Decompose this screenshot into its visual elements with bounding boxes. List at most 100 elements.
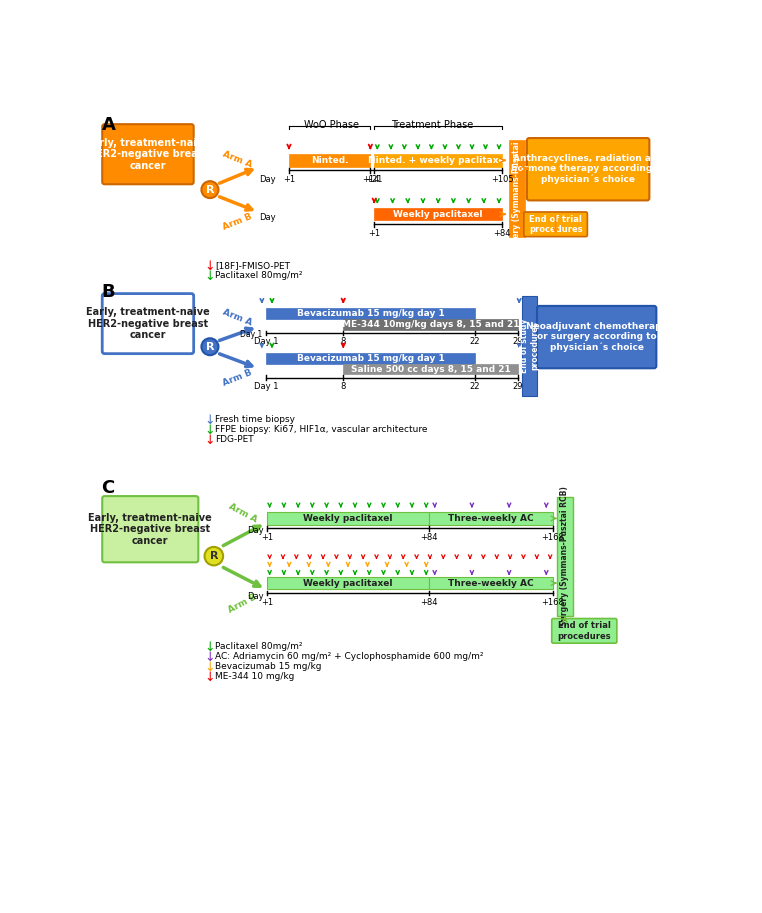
- Bar: [374, 208, 502, 220]
- Text: Treatment Phase: Treatment Phase: [391, 120, 473, 130]
- Text: Neoadjuvant chemotherapy
or surgery according to
physician´s choice: Neoadjuvant chemotherapy or surgery acco…: [526, 322, 668, 352]
- Text: +21: +21: [366, 175, 383, 184]
- Text: +84: +84: [493, 229, 511, 238]
- Bar: [343, 363, 517, 374]
- Bar: [267, 512, 428, 525]
- Text: +14: +14: [362, 175, 379, 184]
- Text: +84: +84: [420, 533, 437, 542]
- Text: Early, treatment-naive
HER2-negative breast
cancer: Early, treatment-naive HER2-negative bre…: [86, 307, 210, 341]
- Bar: [374, 154, 502, 166]
- Text: Day 1: Day 1: [254, 383, 278, 391]
- Text: Day: Day: [248, 526, 264, 535]
- Text: Bevacizumab 15 mg/kg day 1: Bevacizumab 15 mg/kg day 1: [296, 310, 444, 318]
- Text: End of trial
procedures: End of trial procedures: [558, 621, 611, 641]
- Text: ↓: ↓: [205, 424, 215, 436]
- Text: ↓: ↓: [205, 651, 215, 664]
- Text: Early, treatment-naive
HER2-negative breast
cancer: Early, treatment-naive HER2-negative bre…: [88, 512, 212, 546]
- Text: Ninted.: Ninted.: [311, 156, 348, 165]
- Text: Day: Day: [248, 593, 264, 602]
- Text: +1: +1: [283, 175, 295, 184]
- Text: Arm A: Arm A: [221, 150, 253, 170]
- Text: Bevacizumab 15 mg/kg: Bevacizumab 15 mg/kg: [216, 663, 322, 671]
- FancyBboxPatch shape: [537, 306, 656, 368]
- Text: Arm B: Arm B: [227, 593, 258, 614]
- Text: R: R: [206, 184, 214, 194]
- Bar: [289, 154, 370, 166]
- Bar: [267, 577, 428, 589]
- Text: Weekly paclitaxel: Weekly paclitaxel: [393, 210, 483, 219]
- Bar: [343, 319, 517, 330]
- Text: C: C: [101, 479, 115, 498]
- Text: WoO Phase: WoO Phase: [304, 120, 359, 130]
- Text: Saline 500 cc days 8, 15 and 21: Saline 500 cc days 8, 15 and 21: [351, 364, 511, 373]
- Bar: [266, 309, 475, 319]
- Bar: [557, 497, 573, 616]
- Text: 8: 8: [341, 338, 346, 346]
- Text: AC: Adriamycin 60 mg/m² + Cyclophosphamide 600 mg/m²: AC: Adriamycin 60 mg/m² + Cyclophosphami…: [216, 653, 484, 661]
- Text: +84: +84: [420, 598, 437, 607]
- Text: R: R: [206, 341, 214, 352]
- Text: +105: +105: [491, 175, 514, 184]
- Text: 29: 29: [512, 383, 523, 391]
- Text: ↓: ↓: [205, 414, 215, 426]
- FancyBboxPatch shape: [552, 618, 616, 643]
- Text: Bevacizumab 15 mg/kg day 1: Bevacizumab 15 mg/kg day 1: [296, 353, 444, 362]
- Text: Weekly paclitaxel: Weekly paclitaxel: [303, 514, 392, 523]
- Text: +168: +168: [541, 533, 564, 542]
- Text: ↓: ↓: [205, 661, 215, 674]
- Text: Day: Day: [260, 213, 276, 222]
- Text: Surgery (Symmans-Pusztai RCB): Surgery (Symmans-Pusztai RCB): [512, 119, 521, 258]
- Text: Early, treatment-naive
HER2-negative breast
cancer: Early, treatment-naive HER2-negative bre…: [86, 138, 210, 171]
- FancyBboxPatch shape: [102, 294, 194, 353]
- Text: End of study
procedures: End of study procedures: [520, 319, 539, 373]
- Text: Three-weekly AC: Three-weekly AC: [448, 514, 533, 523]
- Text: Arm A: Arm A: [221, 308, 253, 328]
- Text: Arm A: Arm A: [227, 501, 258, 524]
- FancyBboxPatch shape: [523, 212, 588, 236]
- Circle shape: [204, 547, 223, 565]
- Text: ↓: ↓: [205, 671, 215, 684]
- Text: B: B: [101, 283, 115, 300]
- Text: ↓: ↓: [205, 269, 215, 283]
- Text: End of trial
procedures: End of trial procedures: [529, 215, 582, 234]
- Text: FFPE biopsy: Ki67, HIF1α, vascular architecture: FFPE biopsy: Ki67, HIF1α, vascular archi…: [216, 425, 428, 435]
- Text: 22: 22: [469, 383, 480, 391]
- Bar: [509, 141, 524, 236]
- Text: +1: +1: [261, 533, 274, 542]
- Text: ↓: ↓: [205, 434, 215, 446]
- FancyBboxPatch shape: [527, 138, 649, 201]
- Text: Three-weekly AC: Three-weekly AC: [448, 579, 533, 588]
- Text: 22: 22: [469, 338, 480, 346]
- Text: [18F]-FMISO-PET: [18F]-FMISO-PET: [216, 261, 290, 270]
- Text: +1: +1: [368, 229, 380, 238]
- Text: 29: 29: [512, 338, 523, 346]
- Text: Day: Day: [260, 175, 276, 184]
- Text: Arm B: Arm B: [221, 368, 253, 388]
- Bar: [428, 512, 552, 525]
- Text: Paclitaxel 80mg/m²: Paclitaxel 80mg/m²: [216, 643, 303, 651]
- FancyBboxPatch shape: [102, 124, 194, 184]
- Text: FDG-PET: FDG-PET: [216, 436, 254, 445]
- Text: Weekly paclitaxel: Weekly paclitaxel: [303, 579, 392, 588]
- Text: Day 1: Day 1: [254, 338, 278, 346]
- Text: ME-344 10mg/kg days 8, 15 and 21: ME-344 10mg/kg days 8, 15 and 21: [341, 320, 519, 329]
- Text: R: R: [210, 551, 218, 561]
- Text: Fresh time biopsy: Fresh time biopsy: [216, 415, 296, 425]
- Text: A: A: [101, 116, 115, 133]
- Text: Paclitaxel 80mg/m²: Paclitaxel 80mg/m²: [216, 271, 303, 280]
- Text: ↓: ↓: [205, 259, 215, 273]
- FancyBboxPatch shape: [102, 496, 198, 562]
- Text: Surgery (Symmans-Pusztai RCB): Surgery (Symmans-Pusztai RCB): [560, 487, 569, 626]
- Bar: [266, 353, 475, 363]
- Text: Arm B: Arm B: [221, 212, 253, 232]
- Text: +1: +1: [261, 598, 274, 607]
- Circle shape: [201, 338, 219, 355]
- Bar: [428, 577, 552, 589]
- Text: Day 1: Day 1: [239, 330, 262, 339]
- Text: ME-344 10 mg/kg: ME-344 10 mg/kg: [216, 673, 295, 681]
- Text: 8: 8: [341, 383, 346, 391]
- Bar: [521, 296, 537, 396]
- Text: Ninted. + weekly paclitaxel: Ninted. + weekly paclitaxel: [368, 156, 508, 165]
- Text: Anthracyclines, radiation and
hormone therapy according to
physician´s choice: Anthracyclines, radiation and hormone th…: [511, 154, 665, 184]
- Text: ↓: ↓: [205, 641, 215, 654]
